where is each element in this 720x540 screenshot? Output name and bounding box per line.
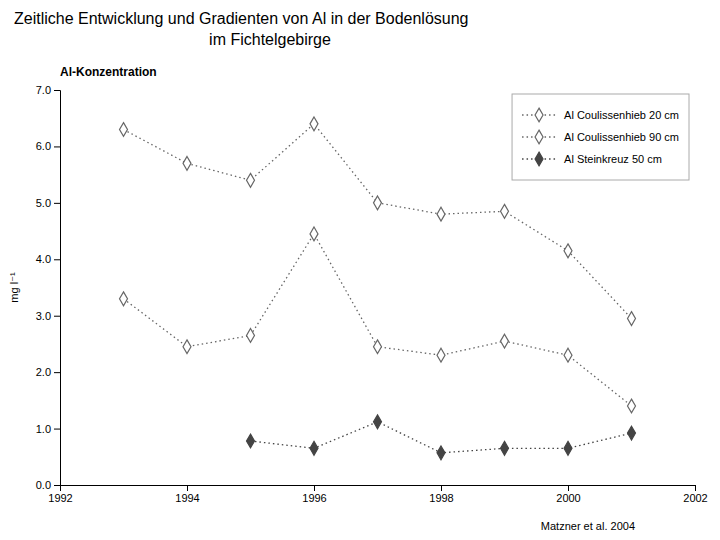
tick-label: 0.0 xyxy=(36,479,51,491)
plot: 1992 1994 1996 1998 2000 2002 0.0 1.0 2.0 3.0 4.0 5… xyxy=(8,84,708,504)
tick: 0.0 xyxy=(36,479,60,491)
title: im Fichtelgebirge xyxy=(209,31,331,48)
tick: 3.0 xyxy=(36,310,60,322)
point xyxy=(120,292,128,306)
y-axis-title: mg l⁻¹ xyxy=(8,272,20,303)
tick: 2.0 xyxy=(36,366,60,378)
tick-mark xyxy=(314,485,315,491)
axis-line xyxy=(61,486,696,492)
legend-label: Al Steinkreuz 50 cm xyxy=(564,153,662,165)
tick-label: 2000 xyxy=(556,492,580,504)
point xyxy=(501,204,509,218)
tick-mark xyxy=(568,485,569,491)
point xyxy=(374,196,382,210)
tick-label: 2002 xyxy=(683,492,707,504)
point xyxy=(564,441,572,455)
tick-mark xyxy=(54,203,60,204)
tick: 1998 xyxy=(429,485,453,504)
point xyxy=(120,123,128,137)
point xyxy=(628,426,636,440)
tick-label: 1996 xyxy=(302,492,326,504)
tick-label: 1998 xyxy=(429,492,453,504)
tick: 2000 xyxy=(556,485,580,504)
chart: Zeitliche Entwicklung und Gradienten von… xyxy=(0,0,720,540)
tick: 6.0 xyxy=(36,140,60,152)
point xyxy=(247,173,255,187)
tick-label: 1992 xyxy=(48,492,72,504)
tick-label: 2.0 xyxy=(36,366,51,378)
point xyxy=(247,329,255,343)
legend-item: Al Coulissenhieb 90 cm xyxy=(522,130,679,144)
tick-mark xyxy=(54,372,60,373)
point xyxy=(564,348,572,362)
point xyxy=(437,207,445,221)
tick-mark xyxy=(54,485,60,486)
point xyxy=(374,415,382,429)
tick-mark xyxy=(54,429,60,430)
legend: Al Coulissenhieb 20 cm Al Coulissenhieb 9… xyxy=(512,94,689,180)
tick: 5.0 xyxy=(36,197,60,209)
point xyxy=(628,399,636,413)
point xyxy=(183,340,191,354)
legend-marker xyxy=(535,152,543,166)
tick-label: 4.0 xyxy=(36,253,51,265)
tick-mark xyxy=(54,90,60,91)
tick-label: 1.0 xyxy=(36,423,51,435)
point xyxy=(437,348,445,362)
tick-label: 3.0 xyxy=(36,310,51,322)
legend-label: Al Coulissenhieb 90 cm xyxy=(564,131,679,143)
point xyxy=(501,334,509,348)
y-axis: 0.0 1.0 2.0 3.0 4.0 5.0 6.0 7.0 xyxy=(36,84,61,491)
tick: 2002 xyxy=(683,485,707,504)
tick: 7.0 xyxy=(36,84,60,96)
subtitle: Al-Konzentration xyxy=(60,65,157,79)
tick: 1.0 xyxy=(36,423,60,435)
line xyxy=(124,234,632,406)
tick: 1994 xyxy=(175,485,199,504)
legend-marker xyxy=(535,130,543,144)
tick-label: 7.0 xyxy=(36,84,51,96)
tick: 1992 xyxy=(48,485,72,504)
series xyxy=(120,227,636,413)
point xyxy=(310,117,318,131)
tick-mark xyxy=(441,485,442,491)
tick-mark xyxy=(54,146,60,147)
axis-line xyxy=(54,91,61,486)
tick-mark xyxy=(187,485,188,491)
tick-mark xyxy=(695,485,696,491)
point xyxy=(183,156,191,170)
tick-mark xyxy=(54,259,60,260)
tick: 1996 xyxy=(302,485,326,504)
legend-marker xyxy=(535,108,543,122)
point xyxy=(310,441,318,455)
source: Matzner et al. 2004 xyxy=(541,520,635,532)
legend-box xyxy=(512,94,689,180)
legend-item: Al Steinkreuz 50 cm xyxy=(522,152,662,166)
point xyxy=(564,244,572,258)
title: Zeitliche Entwicklung und Gradienten von… xyxy=(14,10,469,27)
point xyxy=(628,312,636,326)
point xyxy=(437,446,445,460)
point xyxy=(374,340,382,354)
tick-label: 6.0 xyxy=(36,140,51,152)
tick-label: 5.0 xyxy=(36,197,51,209)
x-axis: 1992 1994 1996 1998 2000 2002 xyxy=(48,485,707,504)
tick-label: 1994 xyxy=(175,492,199,504)
point xyxy=(247,434,255,448)
series xyxy=(247,415,636,460)
legend-label: Al Coulissenhieb 20 cm xyxy=(564,109,679,121)
tick-mark xyxy=(54,316,60,317)
point xyxy=(310,227,318,241)
point xyxy=(501,441,509,455)
tick: 4.0 xyxy=(36,253,60,265)
legend-item: Al Coulissenhieb 20 cm xyxy=(522,108,679,122)
